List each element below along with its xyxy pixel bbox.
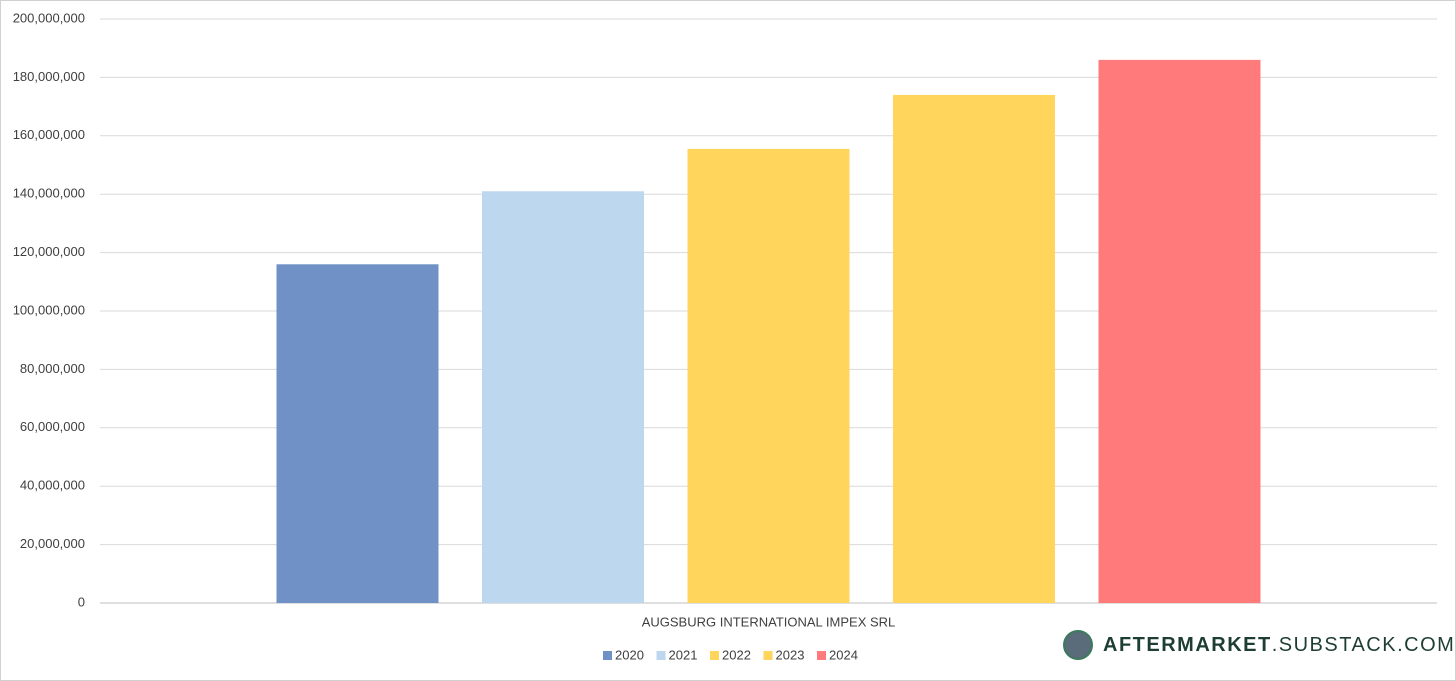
- watermark-domain: .SUBSTACK.COM: [1272, 634, 1456, 656]
- y-tick-label: 180,000,000: [13, 69, 85, 84]
- legend-swatch: [710, 651, 719, 660]
- y-tick-label: 60,000,000: [20, 419, 85, 434]
- legend-label: 2022: [722, 647, 751, 662]
- y-tick-label: 200,000,000: [13, 10, 85, 25]
- watermark: AFTERMARKET.SUBSTACK.COM: [1103, 634, 1455, 656]
- avatar: [1063, 630, 1093, 660]
- bar: [482, 191, 644, 603]
- y-tick-label: 0: [78, 594, 85, 609]
- legend-swatch: [817, 651, 826, 660]
- legend-swatch: [763, 651, 773, 660]
- y-tick-label: 20,000,000: [20, 536, 85, 551]
- legend-swatch: [656, 651, 666, 660]
- legend-swatch: [603, 651, 612, 660]
- bar: [687, 148, 850, 603]
- bar: [1098, 59, 1261, 603]
- y-tick-label: 160,000,000: [13, 127, 85, 142]
- y-tick-label: 140,000,000: [13, 186, 85, 201]
- y-tick-label: 80,000,000: [20, 361, 85, 376]
- watermark-brand: AFTERMARKET: [1103, 634, 1272, 656]
- legend-label: 2020: [615, 647, 644, 662]
- y-tick-label: 120,000,000: [13, 244, 85, 259]
- bar: [276, 264, 439, 603]
- y-tick-label: 40,000,000: [20, 478, 85, 493]
- legend-label: 2024: [829, 647, 858, 662]
- bar: [893, 94, 1055, 604]
- x-tick-label: AUGSBURG INTERNATIONAL IMPEX SRL: [642, 614, 896, 629]
- legend-label: 2023: [776, 647, 805, 662]
- y-tick-label: 100,000,000: [13, 302, 85, 317]
- legend-label: 2021: [669, 647, 698, 662]
